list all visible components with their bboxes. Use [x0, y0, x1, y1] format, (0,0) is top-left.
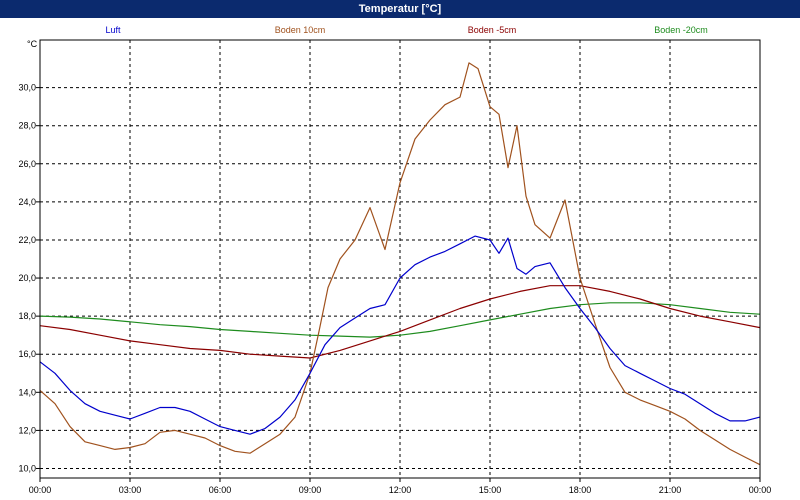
series-layer — [39, 62, 761, 466]
legend-item: Boden -5cm — [468, 25, 517, 35]
x-tick-time: 15:00 — [479, 485, 502, 495]
x-tick-time: 00:00 — [29, 485, 52, 495]
legend: Luft Boden 10cm Boden -5cm Boden -20cm — [105, 25, 707, 35]
y-tick-label: 16,0 — [18, 349, 36, 359]
y-axis-unit: °C — [27, 39, 38, 49]
series-line-boden-20cm — [39, 302, 761, 338]
y-tick-label: 28,0 — [18, 121, 36, 131]
y-tick-label: 30,0 — [18, 83, 36, 93]
x-tick-time: 12:00 — [389, 485, 412, 495]
legend-item: Boden 10cm — [275, 25, 326, 35]
x-tick-time: 06:00 — [209, 485, 232, 495]
x-tick-time: 00:00 — [749, 485, 772, 495]
y-tick-label: 18,0 — [18, 311, 36, 321]
legend-item: Luft — [105, 25, 121, 35]
legend-item: Boden -20cm — [654, 25, 708, 35]
window-title: Temperatur [°C] — [0, 0, 800, 18]
series-line-luft — [39, 235, 761, 435]
y-tick-label: 10,0 — [18, 463, 36, 473]
y-tick-label: 12,0 — [18, 425, 36, 435]
y-tick-label: 14,0 — [18, 387, 36, 397]
series-line-boden-5cm — [39, 285, 761, 359]
x-tick-time: 21:00 — [659, 485, 682, 495]
grid — [40, 40, 760, 478]
x-axis: 00:0015.09.1803:0015.09.1806:0015.09.180… — [29, 478, 772, 495]
y-tick-label: 24,0 — [18, 197, 36, 207]
x-tick-time: 18:00 — [569, 485, 592, 495]
y-tick-label: 26,0 — [18, 159, 36, 169]
temperature-chart: 10,0 12,0 14,0 16,0 18,0 20,0 22,0 24,0 26,0 28,0… — [18, 25, 772, 495]
y-tick-label: 22,0 — [18, 235, 36, 245]
y-tick-label: 20,0 — [18, 273, 36, 283]
x-tick-time: 03:00 — [119, 485, 142, 495]
series-line-boden-10cm — [39, 62, 761, 466]
x-tick-time: 09:00 — [299, 485, 322, 495]
y-axis: 10,0 12,0 14,0 16,0 18,0 20,0 22,0 24,0 26,0 28,0… — [18, 83, 40, 473]
